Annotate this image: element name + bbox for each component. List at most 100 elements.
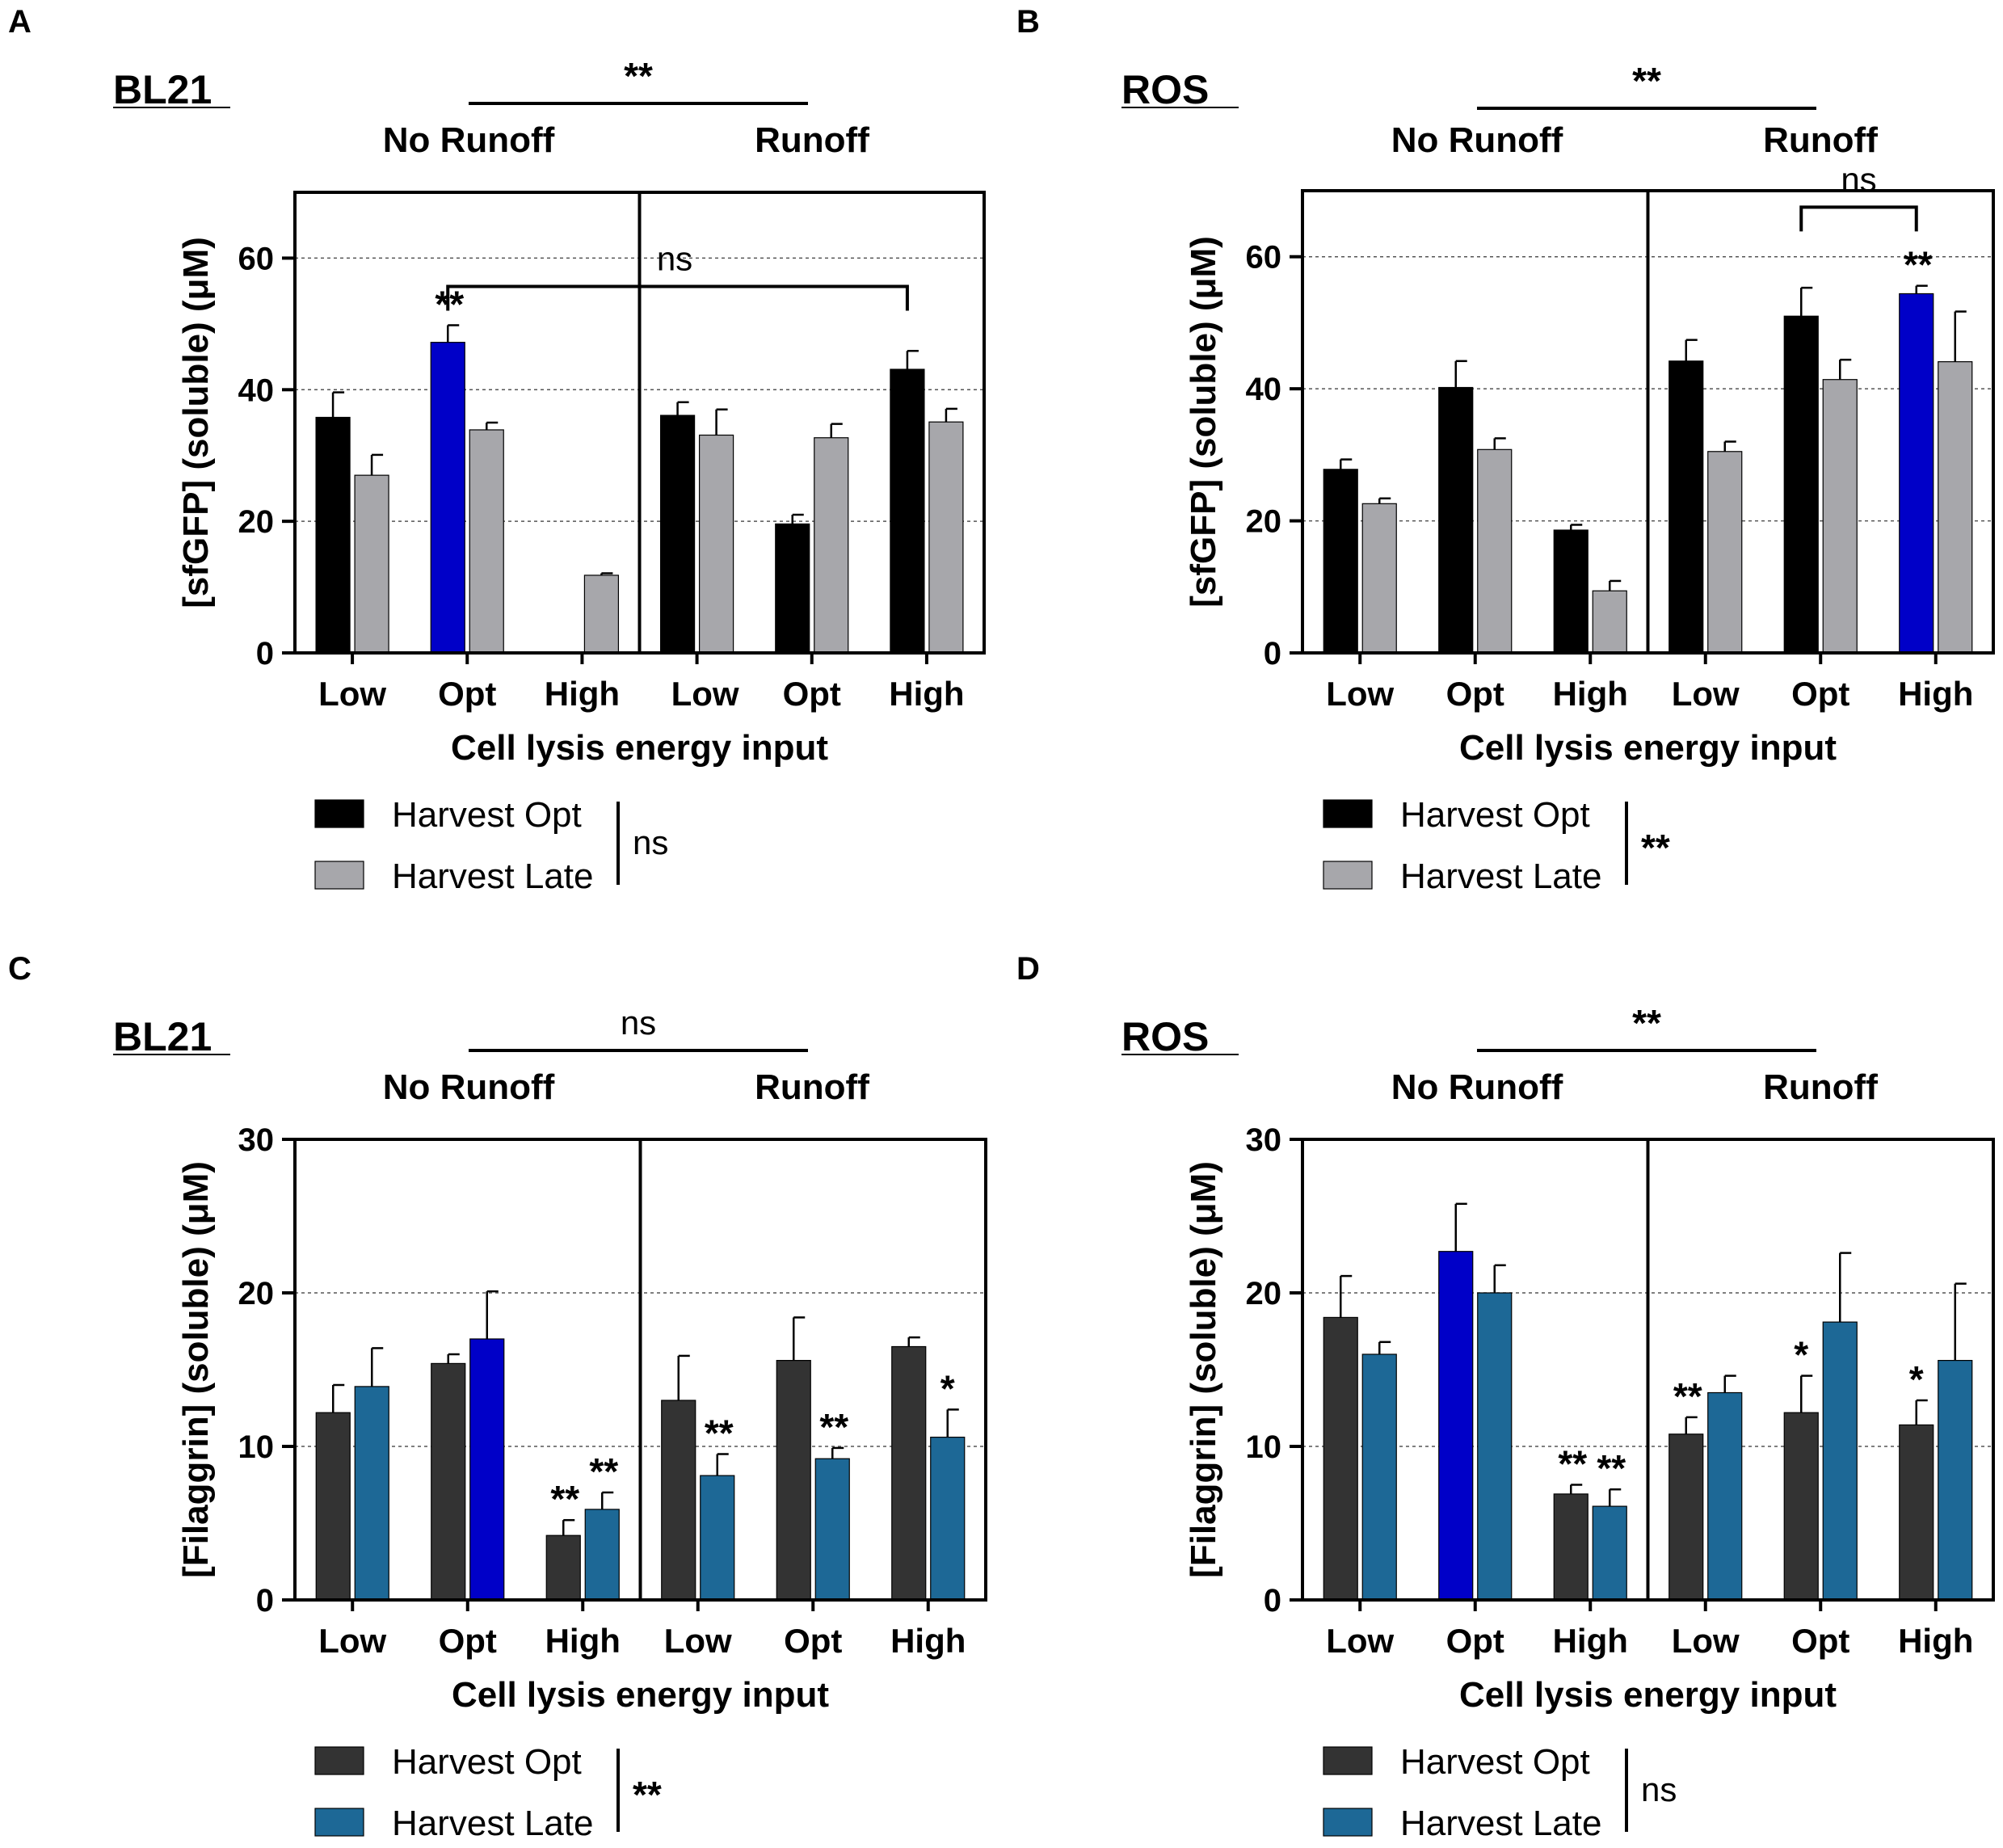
bar — [315, 1412, 351, 1601]
legend-label: Harvest Late — [392, 857, 593, 896]
x-tick-label: Opt — [783, 675, 841, 713]
strain-title: ROS — [1121, 67, 1209, 112]
x-tick-label: High — [1898, 1622, 1973, 1660]
bar — [928, 421, 964, 654]
x-axis-title: Cell lysis energy input — [451, 728, 828, 768]
legend-swatch — [314, 1808, 364, 1837]
legend-sig: ** — [633, 1774, 662, 1816]
bar-sig: ** — [1904, 244, 1933, 286]
x-tick-label: Opt — [1791, 675, 1849, 713]
bar — [1323, 469, 1358, 654]
legend-swatch — [314, 799, 364, 828]
y-tick-label: 0 — [1264, 1583, 1281, 1619]
group-label-runoff: Runoff — [1763, 120, 1878, 160]
panel-a: A BL21 ** No Runoff Runoff ** ns 0 20 40 60 Low Opt H… — [8, 4, 986, 896]
y-axis-title: [Filaggrin] (soluble) (μM) — [1184, 1161, 1223, 1578]
bar — [1822, 1321, 1858, 1601]
legend-label: Harvest Opt — [1400, 1742, 1590, 1782]
legend-sig: ** — [1641, 827, 1670, 869]
bar — [776, 1359, 811, 1601]
y-tick-label: 10 — [238, 1429, 275, 1465]
bar — [1592, 590, 1627, 654]
bar-sig: * — [1794, 1334, 1808, 1376]
panel-letter: D — [1016, 951, 1040, 987]
bar — [775, 523, 810, 654]
bar — [469, 1338, 505, 1601]
bar — [1707, 451, 1743, 654]
bar-sig: ** — [705, 1412, 734, 1454]
bar — [431, 1362, 466, 1601]
x-tick-label: High — [545, 675, 620, 713]
legend-sig: ns — [1641, 1770, 1677, 1808]
group-label-no-runoff: No Runoff — [383, 120, 555, 160]
bar — [891, 1345, 927, 1601]
x-tick-label: Low — [1672, 1622, 1740, 1660]
bar — [1592, 1505, 1627, 1601]
bar-sig: ** — [550, 1478, 579, 1520]
x-tick-label: Opt — [784, 1622, 842, 1660]
bar-sig: * — [1909, 1358, 1924, 1400]
y-tick-label: 40 — [238, 373, 275, 408]
bar — [1668, 1433, 1704, 1601]
x-tick-label: Opt — [1791, 1622, 1849, 1660]
legend-swatch — [1323, 799, 1373, 828]
y-tick-label: 0 — [1264, 636, 1281, 671]
x-tick-label: Opt — [1446, 675, 1504, 713]
bar — [315, 416, 351, 654]
bar — [583, 575, 620, 654]
y-axis-title: [sfGFP] (soluble) (μM) — [1184, 236, 1223, 608]
y-tick-label: 20 — [1246, 504, 1282, 540]
bar-sig: * — [940, 1367, 955, 1409]
group-compare-sig: ** — [624, 55, 653, 97]
x-tick-label: High — [1553, 1622, 1628, 1660]
legend-swatch — [1323, 861, 1373, 890]
bar — [1361, 1353, 1397, 1601]
y-tick-label: 20 — [238, 504, 275, 540]
x-tick-label: High — [890, 1622, 966, 1660]
bar — [1438, 386, 1474, 654]
bar — [1668, 360, 1704, 654]
legend-swatch — [314, 1746, 364, 1775]
x-axis-title: Cell lysis energy input — [452, 1675, 829, 1715]
bar — [814, 1458, 850, 1601]
x-tick-label: Low — [1326, 675, 1394, 713]
legend-swatch — [1323, 1746, 1373, 1775]
x-tick-label: High — [889, 675, 964, 713]
strain-title: ROS — [1121, 1014, 1209, 1059]
bar — [354, 474, 389, 654]
strain-title: BL21 — [113, 1014, 212, 1059]
legend-sig: ns — [633, 823, 668, 861]
group-label-no-runoff: No Runoff — [383, 1067, 555, 1107]
group-compare-sig: ** — [1632, 60, 1661, 102]
x-tick-label: Low — [1672, 675, 1740, 713]
x-tick-label: High — [545, 1622, 621, 1660]
y-tick-label: 20 — [1246, 1276, 1282, 1311]
x-tick-label: Low — [671, 675, 739, 713]
bar — [430, 342, 465, 654]
legend-label: Harvest Opt — [1400, 795, 1590, 835]
y-tick-label: 40 — [1246, 372, 1282, 407]
bar — [354, 1386, 389, 1601]
x-tick-label: Low — [318, 675, 386, 713]
bar — [698, 434, 734, 654]
legend-label: Harvest Late — [1400, 857, 1601, 896]
bar — [545, 1534, 581, 1601]
bar — [469, 429, 504, 654]
bar — [1477, 448, 1513, 654]
legend-label: Harvest Opt — [392, 795, 582, 835]
x-tick-label: Opt — [439, 1622, 497, 1660]
bar-sig: ** — [435, 283, 464, 325]
bar — [930, 1436, 966, 1601]
bar — [1553, 529, 1589, 654]
bar-sig: ** — [1558, 1443, 1587, 1485]
x-axis-title: Cell lysis energy input — [1459, 728, 1837, 768]
y-tick-label: 0 — [256, 636, 274, 671]
panel-letter: A — [8, 4, 32, 40]
y-tick-label: 0 — [256, 1583, 274, 1619]
x-tick-label: High — [1553, 675, 1628, 713]
y-axis-title: [Filaggrin] (soluble) (μM) — [176, 1161, 216, 1578]
bar — [1899, 1424, 1934, 1601]
